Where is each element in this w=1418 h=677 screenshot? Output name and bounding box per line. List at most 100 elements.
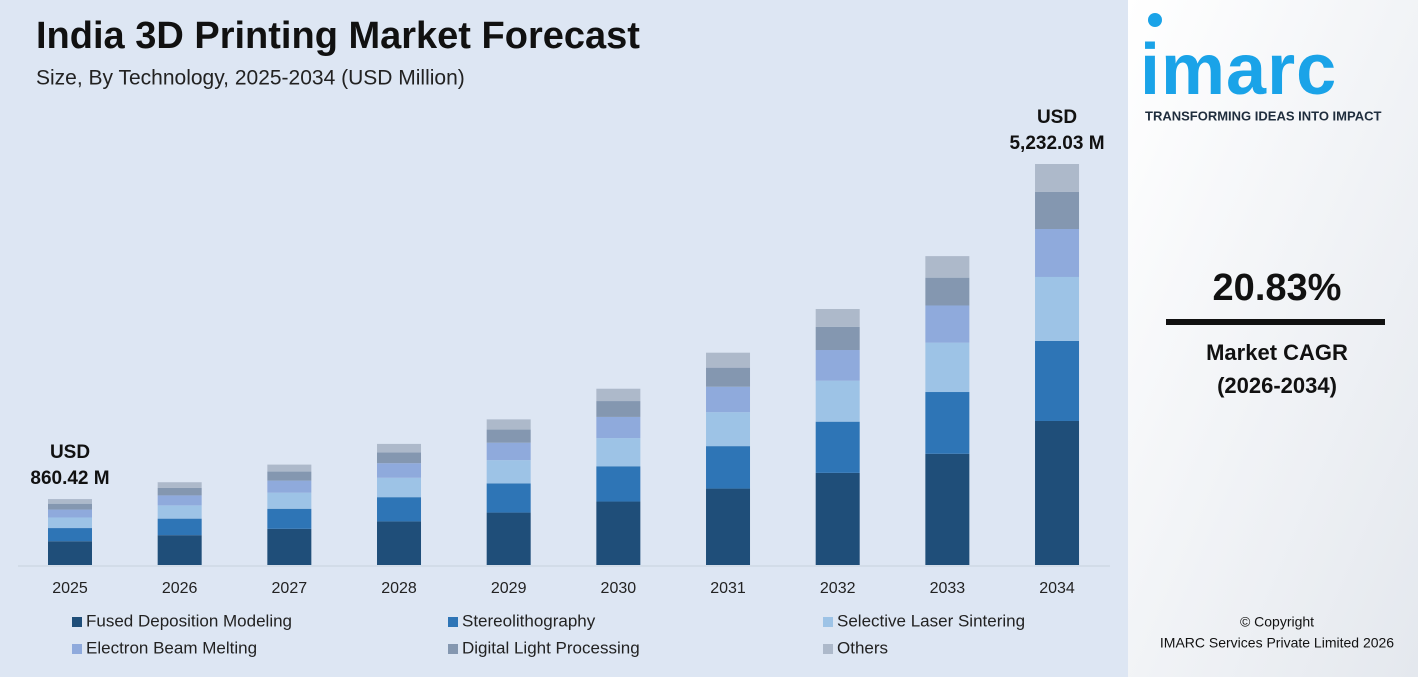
total-label: USD [1037, 107, 1077, 128]
bar-segment [925, 392, 970, 454]
bar-segment [267, 464, 312, 472]
x-tick-label: 2030 [601, 580, 637, 597]
cagr-period: (2026-2034) [1217, 373, 1337, 398]
cagr-rule [1166, 319, 1385, 325]
copyright: © Copyright [1240, 614, 1314, 630]
bar-segment [925, 277, 970, 306]
tagline: TRANSFORMING IDEAS INTO IMPACT [1145, 108, 1381, 123]
bar-segment [486, 483, 531, 513]
bar-segment [48, 528, 92, 542]
bar-segment [486, 460, 531, 484]
bar-segment [267, 508, 312, 529]
bar-segment [48, 509, 92, 518]
company: IMARC Services Private Limited 2026 [1160, 635, 1394, 651]
bar-segment [596, 416, 641, 439]
x-tick-label: 2028 [381, 580, 417, 597]
bar-segment [157, 495, 202, 506]
bar-segment [486, 442, 531, 461]
bar-segment [157, 482, 202, 488]
bar-segment [157, 487, 202, 496]
legend-label: Electron Beam Melting [86, 638, 257, 657]
bar-segment [377, 477, 422, 498]
x-tick-label: 2033 [930, 580, 966, 597]
legend-label: Digital Light Processing [462, 638, 640, 657]
bar-segment [815, 309, 860, 327]
bar-segment [815, 380, 860, 422]
bar-segment [377, 497, 422, 522]
bar-segment [486, 419, 531, 430]
legend-swatch [448, 617, 458, 627]
bar-segment [596, 466, 641, 502]
x-tick-label: 2026 [162, 580, 198, 597]
legend-swatch [823, 617, 833, 627]
legend-label: Stereolithography [462, 611, 596, 630]
bar-segment [48, 517, 92, 529]
chart-title: India 3D Printing Market Forecast [36, 15, 640, 57]
bar-segment [486, 512, 531, 565]
bar-segment [1035, 276, 1080, 341]
bar-segment [267, 492, 312, 509]
bar-segment [925, 453, 970, 565]
bar-segment [596, 401, 641, 417]
legend-label: Others [837, 638, 888, 657]
bar-segment [1035, 340, 1080, 421]
bar-segment [1035, 191, 1080, 229]
bar-segment [596, 388, 641, 402]
bar-segment [48, 541, 92, 565]
bar-segment [377, 443, 422, 453]
bar-segment [925, 305, 970, 343]
bar-segment [706, 386, 751, 413]
legend-label: Selective Laser Sintering [837, 611, 1025, 630]
bar-segment [377, 521, 422, 565]
chart-subtitle: Size, By Technology, 2025-2034 (USD Mill… [36, 67, 465, 90]
legend-swatch [72, 617, 82, 627]
bar-segment [1035, 164, 1080, 192]
cagr-label: Market CAGR [1206, 340, 1348, 365]
bar-segment [706, 367, 751, 387]
bar-segment [157, 505, 202, 519]
bar-segment [706, 352, 751, 368]
bar-segment [377, 463, 422, 478]
legend-swatch [72, 644, 82, 654]
bar-segment [267, 471, 312, 481]
bar-segment [815, 350, 860, 381]
x-tick-label: 2029 [491, 580, 527, 597]
x-tick-label: 2031 [710, 580, 746, 597]
bar-segment [925, 256, 970, 278]
bar-segment [157, 518, 202, 536]
logo-dot [1148, 13, 1162, 27]
bar-segment [706, 446, 751, 489]
bar-segment [48, 503, 92, 510]
bar-segment [267, 528, 312, 565]
bar-segment [1035, 228, 1080, 277]
total-label: 5,232.03 M [1009, 133, 1104, 154]
x-tick-label: 2027 [272, 580, 308, 597]
bar-segment [486, 429, 531, 443]
logo: imarc [1140, 30, 1337, 110]
legend-swatch [448, 644, 458, 654]
total-label: USD [50, 442, 90, 463]
sidebar-bg [1128, 0, 1418, 677]
bar-segment [706, 412, 751, 447]
bar-segment [815, 421, 860, 473]
legend-swatch [823, 644, 833, 654]
bar-segment [267, 480, 312, 493]
bar-segment [596, 438, 641, 467]
bar-segment [706, 488, 751, 565]
bar-segment [377, 452, 422, 464]
cagr-value: 20.83% [1213, 267, 1342, 309]
x-tick-label: 2032 [820, 580, 856, 597]
total-label: 860.42 M [30, 468, 109, 489]
bar-segment [1035, 420, 1080, 565]
bar-segment [815, 326, 860, 351]
x-tick-label: 2034 [1039, 580, 1075, 597]
x-tick-label: 2025 [52, 580, 88, 597]
legend-label: Fused Deposition Modeling [86, 611, 292, 630]
bar-segment [596, 501, 641, 565]
bar-segment [815, 472, 860, 565]
bar-segment [48, 499, 92, 504]
bar-segment [925, 342, 970, 393]
bar-segment [157, 535, 202, 565]
